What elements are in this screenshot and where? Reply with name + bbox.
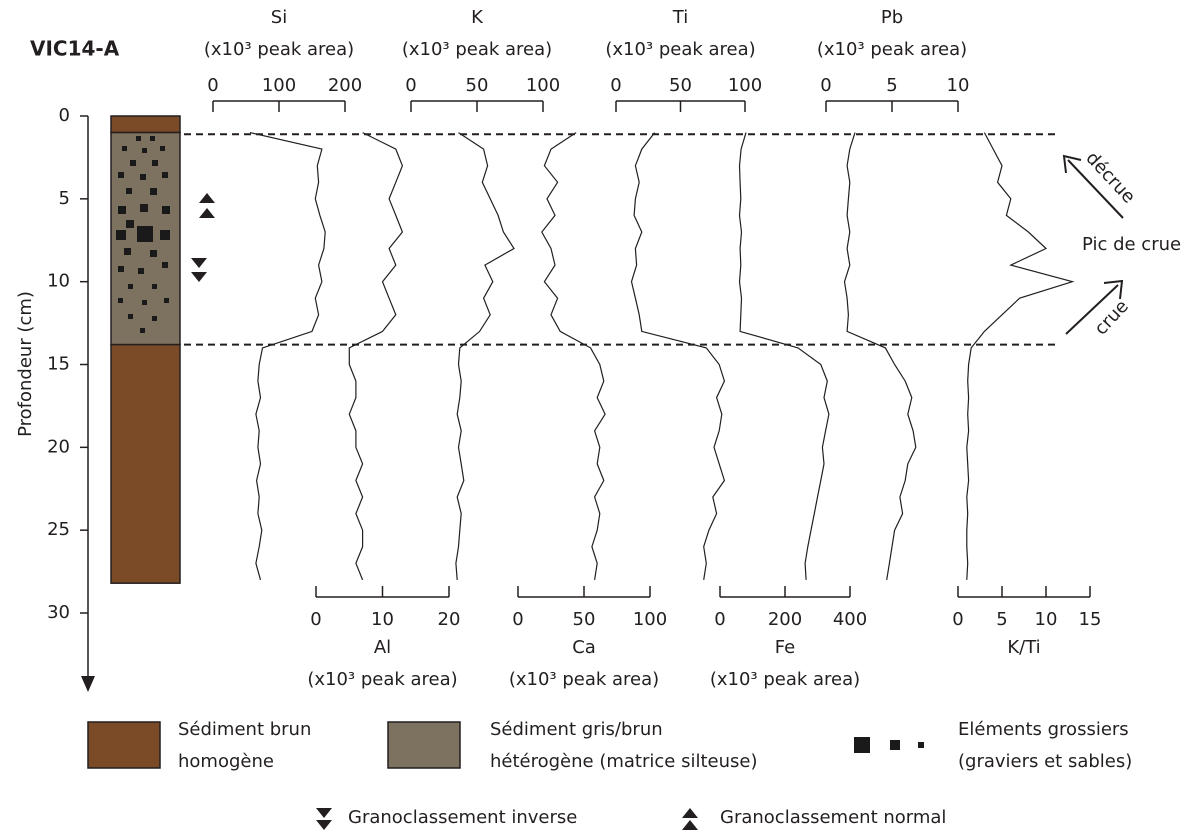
x-tick-label: 0	[952, 609, 963, 630]
legend-label: (graviers et sables)	[958, 751, 1132, 772]
profile-line	[630, 132, 726, 580]
x-tick-label: 100	[526, 75, 560, 96]
legend-label: hétérogène (matrice silteuse)	[490, 751, 757, 772]
chart-title: VIC14-A	[30, 37, 120, 61]
core-layer	[110, 343, 181, 584]
x-tick-label: 20	[438, 609, 461, 630]
annotation: Pic de crue	[1082, 234, 1181, 255]
axis-name: Ti	[672, 7, 688, 28]
y-tick-label: 30	[47, 602, 70, 623]
axis-unit: (x10³ peak area)	[817, 39, 967, 60]
x-tick-label: 50	[466, 75, 489, 96]
x-tick-label: 5	[996, 609, 1007, 630]
x-tick-label: 50	[573, 609, 596, 630]
x-tick-label: 100	[262, 75, 296, 96]
x-tick-label: 100	[633, 609, 667, 630]
x-tick-label: 5	[886, 75, 897, 96]
core-layer	[110, 115, 181, 134]
x-tick-label: 0	[405, 75, 416, 96]
flood-arrows	[1062, 154, 1124, 335]
legend-label: Sédiment brun	[178, 719, 311, 740]
legend-swatch	[854, 737, 870, 753]
profile-line	[966, 132, 1075, 580]
profile-line	[843, 132, 917, 580]
legend-label: Granoclassement normal	[720, 807, 946, 828]
depth-arrow	[81, 676, 95, 692]
x-tick-label: 0	[512, 609, 523, 630]
axis-name: Fe	[775, 637, 795, 658]
legend-label: Sédiment gris/brun	[490, 719, 663, 740]
x-tick-label: 0	[820, 75, 831, 96]
y-tick-label: 0	[59, 105, 70, 126]
y-tick-label: 20	[47, 436, 70, 457]
y-tick-label: 25	[47, 519, 70, 540]
x-tick-label: 0	[310, 609, 321, 630]
y-tick-label: 10	[47, 271, 70, 292]
axis-name: Al	[374, 637, 391, 658]
axis-unit: (x10³ peak area)	[509, 669, 659, 690]
x-tick-label: 50	[669, 75, 692, 96]
x-tick-label: 10	[947, 75, 970, 96]
axis-unit: (x10³ peak area)	[402, 39, 552, 60]
legend-swatch	[87, 721, 161, 769]
profile-line	[249, 132, 326, 581]
x-tick-label: 200	[328, 75, 362, 96]
x-tick-label: 0	[207, 75, 218, 96]
legend-label: homogène	[178, 751, 274, 772]
profile-line	[738, 132, 830, 580]
x-tick-label: 200	[768, 609, 802, 630]
x-tick-label: 10	[371, 609, 394, 630]
axis-unit: (x10³ peak area)	[605, 39, 755, 60]
profile-line	[541, 132, 606, 580]
axis-unit: (x10³ peak area)	[204, 39, 354, 60]
legend: Sédiment brun homogène Sédiment gris/bru…	[87, 719, 1132, 830]
x-tick-label: 0	[714, 609, 725, 630]
axis-name: Ca	[572, 637, 596, 658]
annotation: décrue	[1081, 148, 1139, 208]
legend-label: Granoclassement inverse	[348, 807, 577, 828]
x-tick-label: 10	[1035, 609, 1058, 630]
core	[110, 115, 181, 584]
y-tick-label: 15	[47, 354, 70, 375]
axis-unit: (x10³ peak area)	[710, 669, 860, 690]
legend-label: Eléments grossiers	[958, 719, 1129, 740]
profile-line	[348, 132, 404, 581]
legend-swatch	[918, 742, 924, 748]
legend-swatch	[890, 740, 900, 750]
profile-line	[455, 132, 515, 580]
axis-name: Pb	[881, 7, 903, 28]
y-tick-label: 5	[59, 188, 70, 209]
annotation: crue	[1090, 296, 1132, 339]
axis-name: Si	[271, 7, 287, 28]
x-tick-label: 0	[610, 75, 621, 96]
axis-unit: (x10³ peak area)	[307, 669, 457, 690]
y-axis-label: Profondeur (cm)	[15, 291, 36, 437]
x-tick-label: 15	[1079, 609, 1102, 630]
axis-name: K/Ti	[1007, 637, 1040, 658]
axis-name: K	[471, 7, 484, 28]
grain-markers	[116, 136, 170, 333]
x-tick-label: 100	[728, 75, 762, 96]
grading-symbols	[191, 193, 215, 282]
legend-swatch	[387, 721, 461, 769]
x-tick-label: 400	[833, 609, 867, 630]
